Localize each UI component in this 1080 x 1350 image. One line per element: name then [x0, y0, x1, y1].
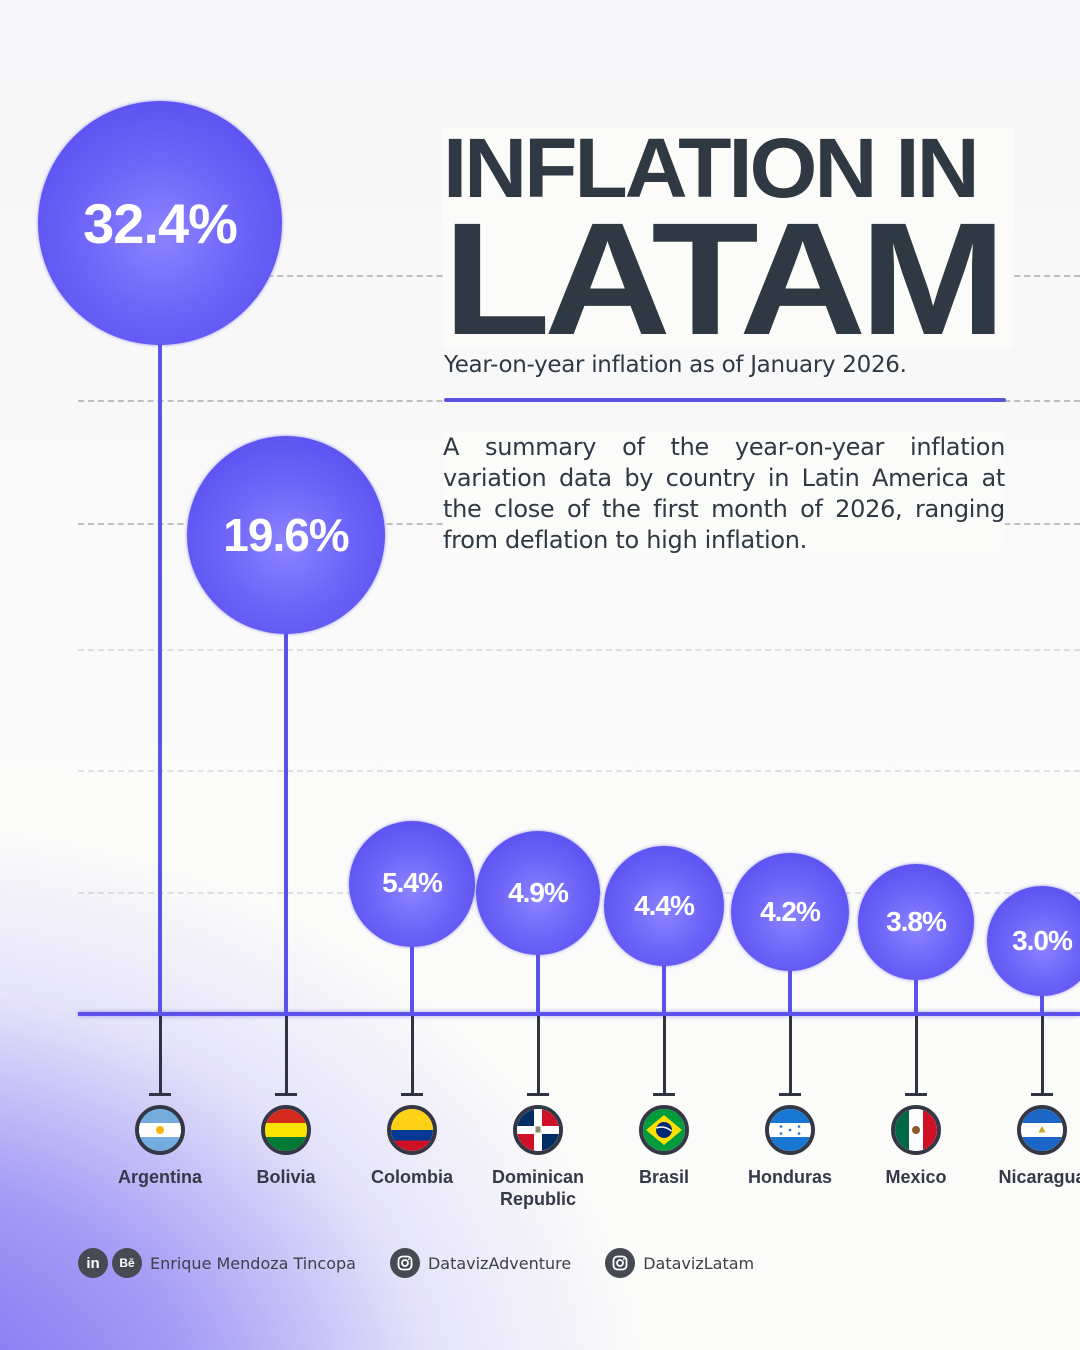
value-label: 4.9%: [508, 877, 569, 908]
stem-mexico: [914, 978, 918, 1014]
value-label: 3.0%: [1012, 925, 1073, 956]
bubble-dominican: 4.9%: [476, 831, 600, 955]
stem-brasil: [662, 964, 666, 1014]
tick-cap: [779, 1093, 801, 1096]
country-label-honduras: Honduras: [747, 1167, 832, 1187]
page-title-line2: LATAM: [443, 189, 1006, 368]
stem-dominican: [536, 953, 540, 1014]
tick: [789, 1016, 792, 1094]
chart-baseline: [78, 1012, 1080, 1016]
title-block: INFLATION IN LATAM: [443, 126, 1013, 359]
tick: [915, 1016, 918, 1094]
country-label-colombia: Colombia: [370, 1167, 453, 1187]
country-label-brasil: Brasil: [638, 1167, 690, 1187]
instagram-icon[interactable]: [605, 1248, 636, 1278]
tick-cap: [149, 1093, 171, 1096]
instagram-handle: DatavizLatam: [643, 1253, 755, 1273]
instagram-handle: DatavizAdventure: [427, 1253, 572, 1273]
dominican-republic-flag-icon: [513, 1105, 563, 1155]
value-label: 4.4%: [634, 890, 695, 921]
divider: [444, 398, 1006, 402]
value-label: 19.6%: [223, 509, 349, 561]
bubble-bolivia: 19.6%: [187, 436, 385, 634]
stem-nicaragua: [1040, 994, 1044, 1014]
gridline: [78, 649, 1080, 651]
tick-cap: [527, 1093, 549, 1096]
country-label-mexico: Mexico: [885, 1167, 947, 1187]
brasil-flag-icon: [639, 1105, 689, 1155]
value-label: 4.2%: [760, 896, 821, 927]
author-credit: in Bē Enrique Mendoza Tincopa: [78, 1248, 356, 1278]
bubble-nicaragua: 3.0%: [987, 886, 1080, 996]
argentina-flag-icon: [135, 1105, 185, 1155]
nicaragua-flag-icon: [1017, 1105, 1067, 1155]
footer: in Bē Enrique Mendoza Tincopa DatavizAdv…: [78, 1248, 788, 1278]
tick-cap: [653, 1093, 675, 1096]
stem-bolivia: [284, 630, 288, 1014]
value-label: 5.4%: [382, 867, 443, 898]
country-label-bolivia: Bolivia: [256, 1167, 316, 1187]
value-label: 3.8%: [886, 906, 947, 937]
instagram-credit-2: DatavizLatam: [605, 1248, 754, 1278]
bubble-mexico: 3.8%: [858, 864, 974, 980]
value-label: 32.4%: [83, 191, 238, 255]
tick-cap: [401, 1093, 423, 1096]
author-name: Enrique Mendoza Tincopa: [150, 1253, 356, 1273]
tick-cap: [1031, 1093, 1053, 1096]
honduras-flag-icon: [765, 1105, 815, 1155]
country-label-dominican-republic: Dominican Republic: [491, 1167, 584, 1209]
linkedin-icon[interactable]: in: [78, 1248, 108, 1278]
tick-cap: [905, 1093, 927, 1096]
colombia-flag-icon: [387, 1105, 437, 1155]
stem-honduras: [788, 969, 792, 1014]
instagram-icon[interactable]: [389, 1248, 420, 1278]
country-label-nicaragua: Nicaragua: [998, 1167, 1080, 1187]
tick: [1041, 1016, 1044, 1094]
gridline: [78, 770, 1080, 772]
tick: [663, 1016, 666, 1094]
bubble-argentina: 32.4%: [38, 101, 282, 345]
tick: [411, 1016, 414, 1094]
tick: [285, 1016, 288, 1094]
page-title-line1: INFLATION IN: [443, 121, 980, 215]
description: A summary of the year-on-year inflation …: [443, 432, 1005, 556]
mexico-flag-icon: [891, 1105, 941, 1155]
behance-icon[interactable]: Bē: [112, 1248, 142, 1278]
bolivia-flag-icon: [261, 1105, 311, 1155]
country-label-argentina: Argentina: [117, 1167, 202, 1187]
tick: [537, 1016, 540, 1094]
instagram-credit-1: DatavizAdventure: [389, 1248, 572, 1278]
stem-colombia: [410, 945, 414, 1014]
subtitle: Year-on-year inflation as of January 202…: [444, 352, 907, 378]
bubble-honduras: 4.2%: [731, 853, 849, 971]
stem-argentina: [158, 340, 162, 1014]
tick-cap: [275, 1093, 297, 1096]
tick: [159, 1016, 162, 1094]
bubble-brasil: 4.4%: [604, 846, 724, 966]
bubble-colombia: 5.4%: [349, 821, 475, 947]
